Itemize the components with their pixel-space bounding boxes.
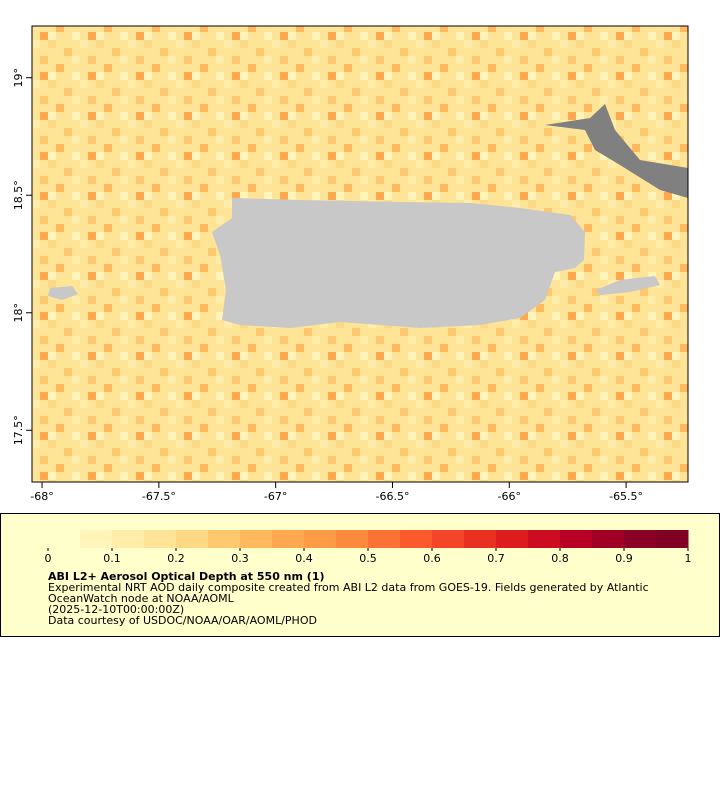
colorbar-swatch bbox=[112, 530, 145, 548]
caption-line: OceanWatch node at NOAA/AOML bbox=[48, 592, 235, 605]
colorbar-swatch bbox=[272, 530, 305, 548]
y-tick-label: 18.5° bbox=[12, 180, 25, 210]
colorbar-swatch bbox=[208, 530, 241, 548]
colorbar-tick-label: 0.3 bbox=[231, 552, 249, 565]
colorbar-tick-label: 0.1 bbox=[103, 552, 121, 565]
colorbar-swatch bbox=[464, 530, 497, 548]
colorbar-swatch bbox=[592, 530, 625, 548]
caption-title: ABI L2+ Aerosol Optical Depth at 550 nm … bbox=[48, 570, 325, 583]
colorbar-swatch bbox=[400, 530, 433, 548]
colorbar-swatch bbox=[304, 530, 337, 548]
colorbar-tick-label: 0.4 bbox=[295, 552, 313, 565]
x-tick-label: -67.5° bbox=[142, 490, 176, 503]
colorbar-swatch bbox=[144, 530, 177, 548]
no-data-area bbox=[545, 104, 688, 198]
colorbar-swatch bbox=[432, 530, 465, 548]
colorbar-tick-label: 0.5 bbox=[359, 552, 377, 565]
colorbar-swatch bbox=[336, 530, 369, 548]
x-tick-label: -65.5° bbox=[609, 490, 643, 503]
caption-line: Data courtesy of USDOC/NOAA/OAR/AOML/PHO… bbox=[48, 614, 317, 627]
colorbar-tick-label: 0 bbox=[45, 552, 52, 565]
colorbar-tick-label: 0.9 bbox=[615, 552, 633, 565]
caption-line: Experimental NRT AOD daily composite cre… bbox=[48, 581, 649, 594]
colorbar-swatch bbox=[528, 530, 561, 548]
x-tick-label: -67° bbox=[264, 490, 287, 503]
map-plot bbox=[31, 25, 689, 483]
colorbar-tick-label: 0.8 bbox=[551, 552, 569, 565]
x-tick-label: -66.5° bbox=[375, 490, 409, 503]
x-tick-label: -68° bbox=[30, 490, 53, 503]
colorbar-tick-label: 0.2 bbox=[167, 552, 185, 565]
x-tick-label: -66° bbox=[498, 490, 521, 503]
colorbar-swatch bbox=[560, 530, 593, 548]
colorbar-swatch bbox=[240, 530, 273, 548]
colorbar-swatch bbox=[48, 530, 81, 548]
plot-frame bbox=[31, 25, 689, 483]
y-tick-label: 19° bbox=[12, 68, 25, 88]
caption-line: (2025-12-10T00:00:00Z) bbox=[48, 603, 184, 616]
land-vieques bbox=[596, 276, 660, 295]
colorbar-swatch bbox=[80, 530, 113, 548]
colorbar-tick-label: 0.6 bbox=[423, 552, 441, 565]
colorbar-swatch bbox=[624, 530, 657, 548]
colorbar-swatch bbox=[368, 530, 401, 548]
colorbar-tick-label: 1 bbox=[685, 552, 692, 565]
colorbar-swatch bbox=[496, 530, 529, 548]
land-mona bbox=[48, 286, 78, 300]
colorbar-swatch bbox=[176, 530, 209, 548]
y-tick-label: 17.5° bbox=[12, 415, 25, 445]
colorbar-swatch bbox=[656, 530, 689, 548]
colorbar-tick-label: 0.7 bbox=[487, 552, 505, 565]
y-tick-label: 18° bbox=[12, 303, 25, 323]
land-puerto-rico bbox=[212, 198, 585, 328]
